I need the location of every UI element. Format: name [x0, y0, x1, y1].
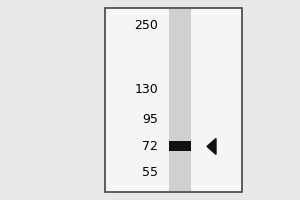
Text: 250: 250 [134, 19, 158, 32]
Text: 72: 72 [142, 140, 158, 153]
Bar [105, 8, 242, 192]
Polygon shape [207, 138, 216, 154]
Bar [169, 141, 191, 151]
Text: 55: 55 [142, 166, 158, 179]
Text: 130: 130 [134, 83, 158, 96]
Text: 95: 95 [142, 113, 158, 126]
Bar [169, 9, 191, 191]
